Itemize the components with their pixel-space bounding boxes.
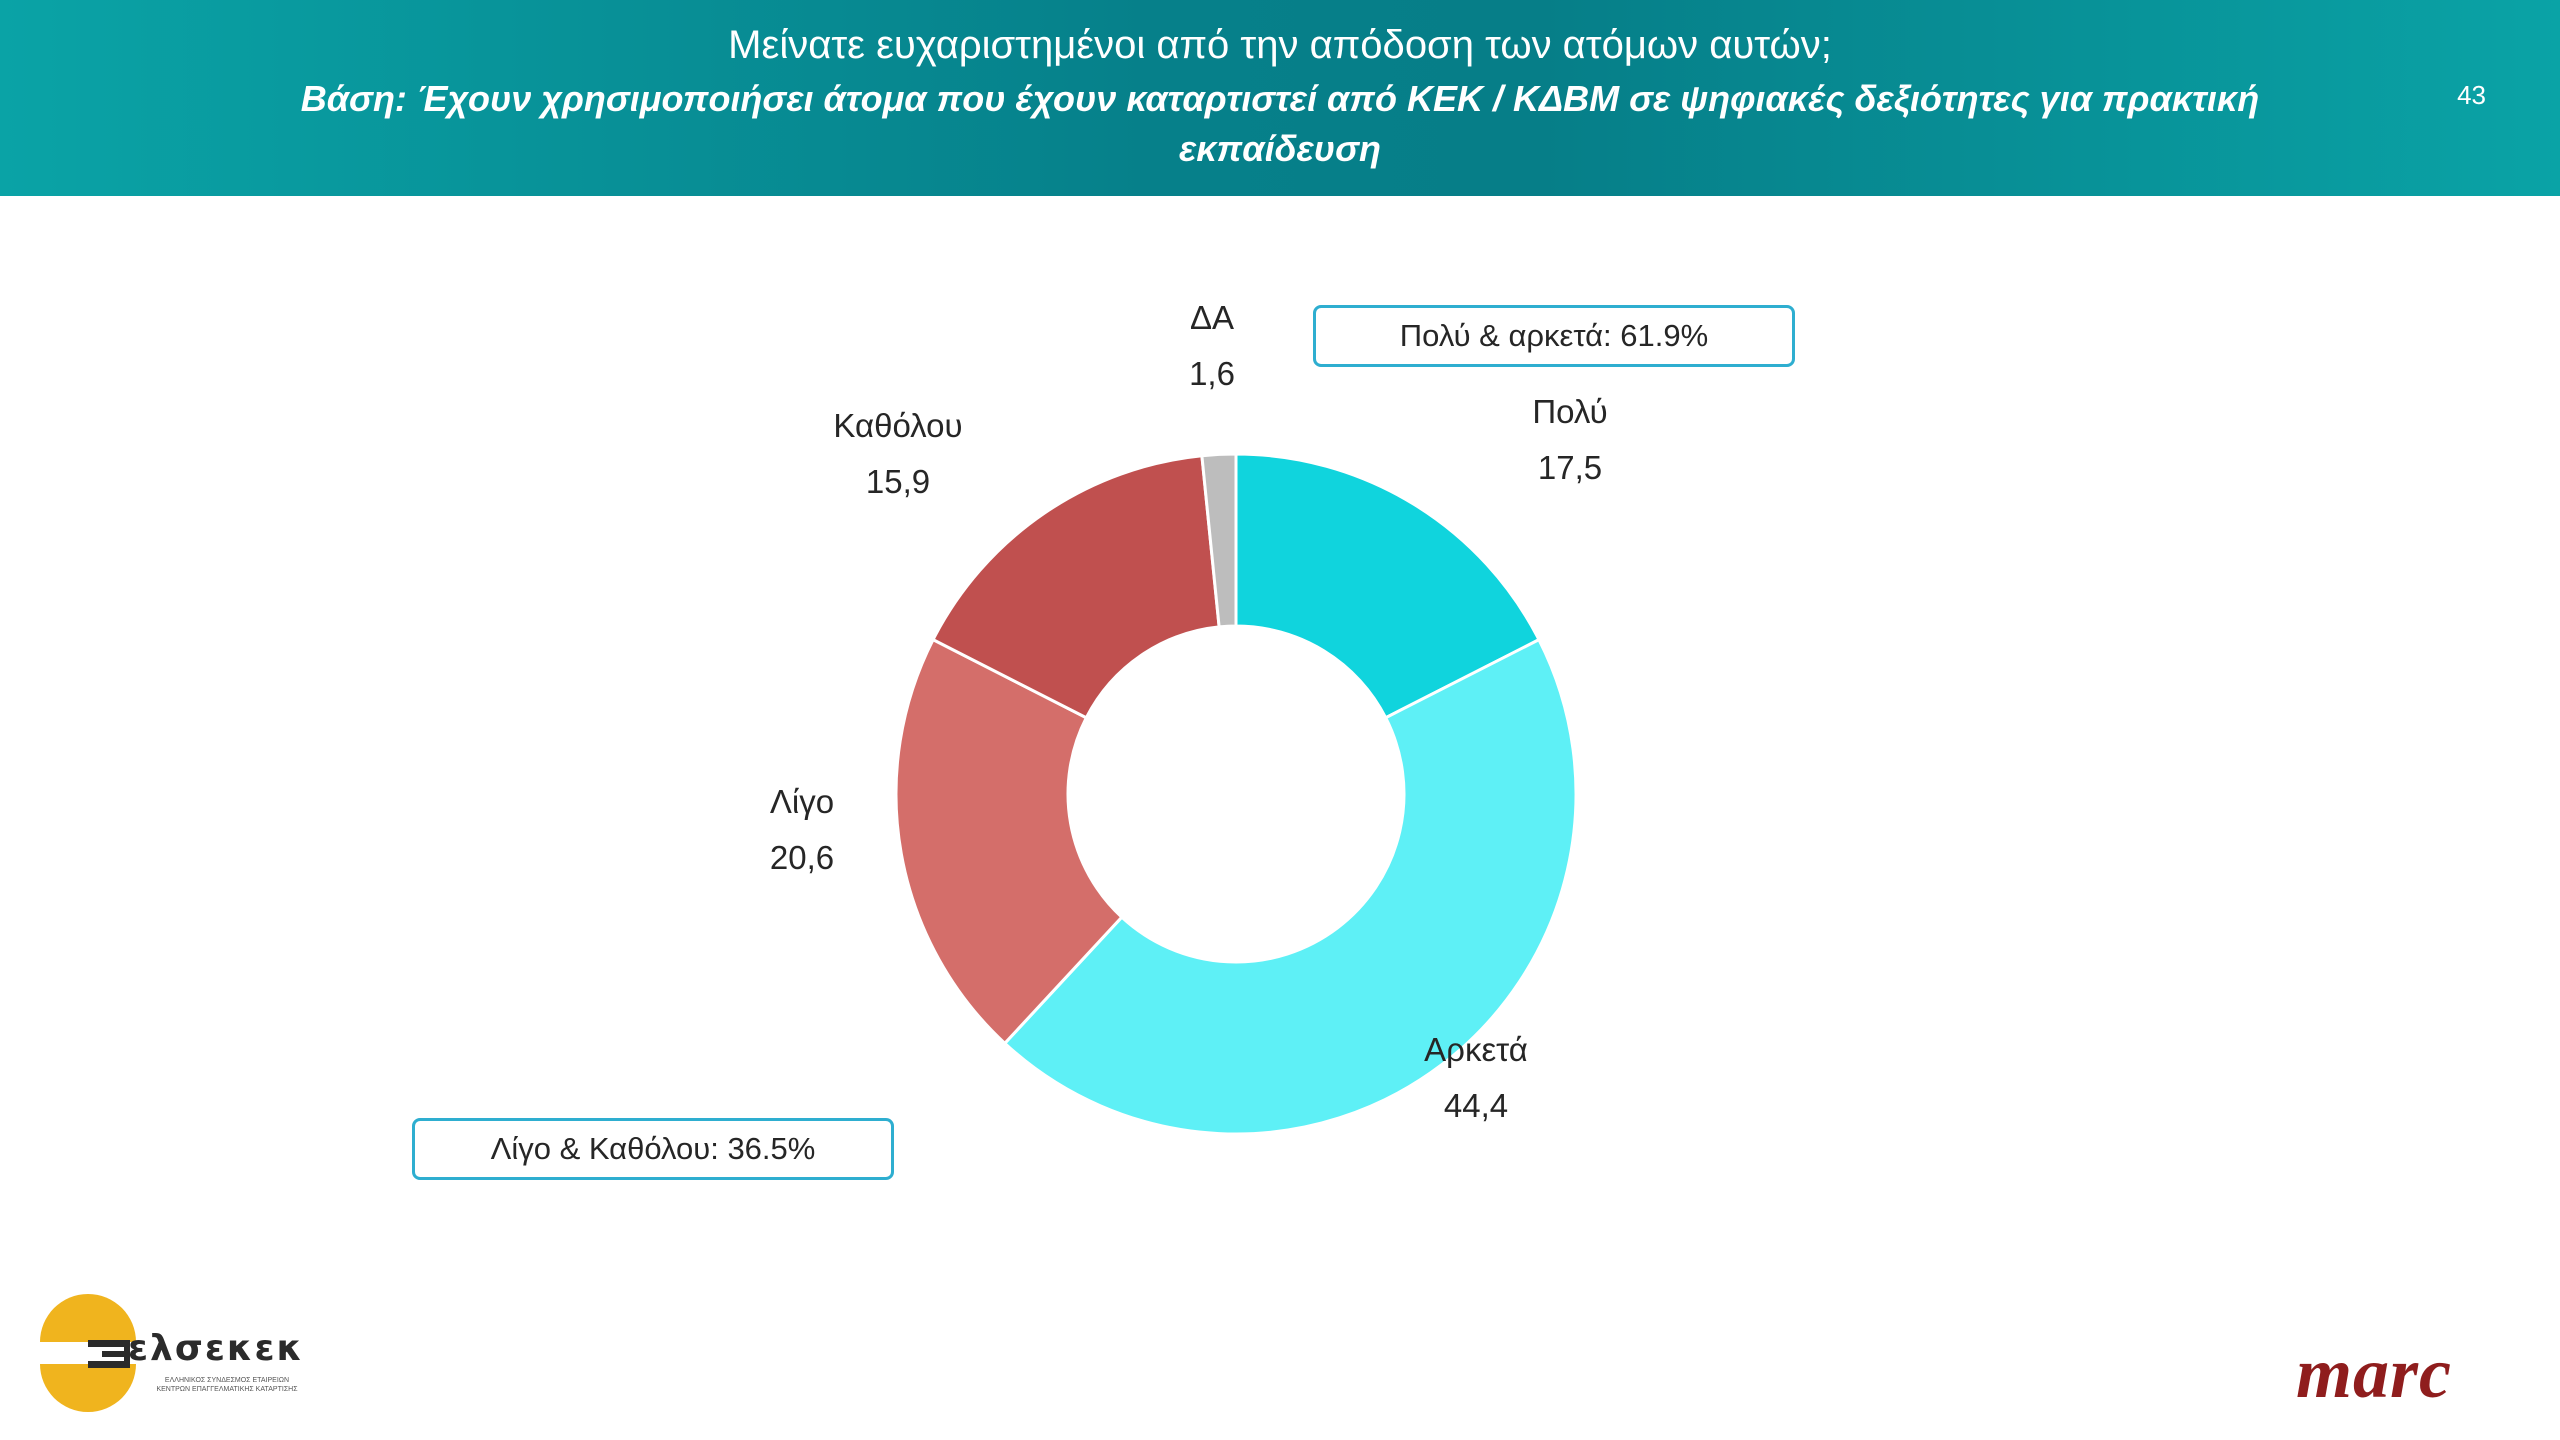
summary-negative-box: Λίγο & Καθόλου: 36.5% (412, 1118, 894, 1180)
slice-category-2: Λίγο (769, 783, 835, 820)
slide-title: Μείνατε ευχαριστημένοι από την απόδοση τ… (728, 23, 1832, 67)
logo-bar-side (124, 1340, 130, 1368)
marc-logo: marc (2296, 1333, 2452, 1413)
slice-2 (894, 637, 1124, 1046)
slice-value-2: 20,6 (769, 839, 835, 876)
slice-0 (1234, 452, 1541, 720)
slice-3 (931, 454, 1221, 720)
elsekek-logo-text: ελσεκεκ (128, 1328, 305, 1369)
elsekek-logo (40, 1294, 136, 1412)
elsekek-tagline-line-1: ΕΛΛΗΝΙΚΟΣ ΣΥΝΔΕΣΜΟΣ ΕΤΑΙΡΕΙΩΝ (164, 1377, 290, 1384)
logo-bar-mid (102, 1351, 130, 1357)
slice-label-4: ΔΑ 1,6 (1082, 290, 1342, 402)
slice-value-0: 17,5 (1537, 449, 1603, 486)
header-banner: Μείνατε ευχαριστημένοι από την απόδοση τ… (0, 0, 2560, 196)
elsekek-tagline-line-2: ΚΕΝΤΡΩΝ ΕΠΑΓΓΕΛΜΑΤΙΚΗΣ ΚΑΤΑΡΤΙΣΗΣ (156, 1386, 298, 1393)
slice-label-0: Πολύ 17,5 (1440, 384, 1700, 496)
slice-category-1: Αρκετά (1424, 1031, 1528, 1068)
logo-sun-bottom-half (40, 1364, 136, 1412)
slice-value-3: 15,9 (865, 463, 931, 500)
elsekek-tagline: ΕΛΛΗΝΙΚΟΣ ΣΥΝΔΕΣΜΟΣ ΕΤΑΙΡΕΙΩΝ ΚΕΝΤΡΩΝ ΕΠ… (132, 1376, 322, 1394)
slice-category-4: ΔΑ (1189, 299, 1235, 336)
page-number: 43 (2457, 80, 2486, 110)
slice-label-1: Αρκετά 44,4 (1346, 1022, 1606, 1134)
slide-subtitle: Βάση: Έχουν χρησιμοποιήσει άτομα που έχο… (300, 78, 2260, 169)
slice-4 (1200, 452, 1238, 629)
slice-category-3: Καθόλου (833, 407, 963, 444)
slice-1 (1002, 637, 1578, 1136)
slice-value-4: 1,6 (1189, 355, 1235, 392)
slice-value-1: 44,4 (1443, 1087, 1509, 1124)
slice-label-2: Λίγο 20,6 (672, 774, 932, 886)
summary-positive-box: Πολύ & αρκετά: 61.9% (1313, 305, 1795, 367)
logo-bar-top (88, 1340, 130, 1347)
slice-category-0: Πολύ (1532, 393, 1608, 430)
logo-sun-top-half (40, 1294, 136, 1342)
logo-bar-bottom (88, 1361, 130, 1368)
slice-label-3: Καθόλου 15,9 (768, 398, 1028, 510)
